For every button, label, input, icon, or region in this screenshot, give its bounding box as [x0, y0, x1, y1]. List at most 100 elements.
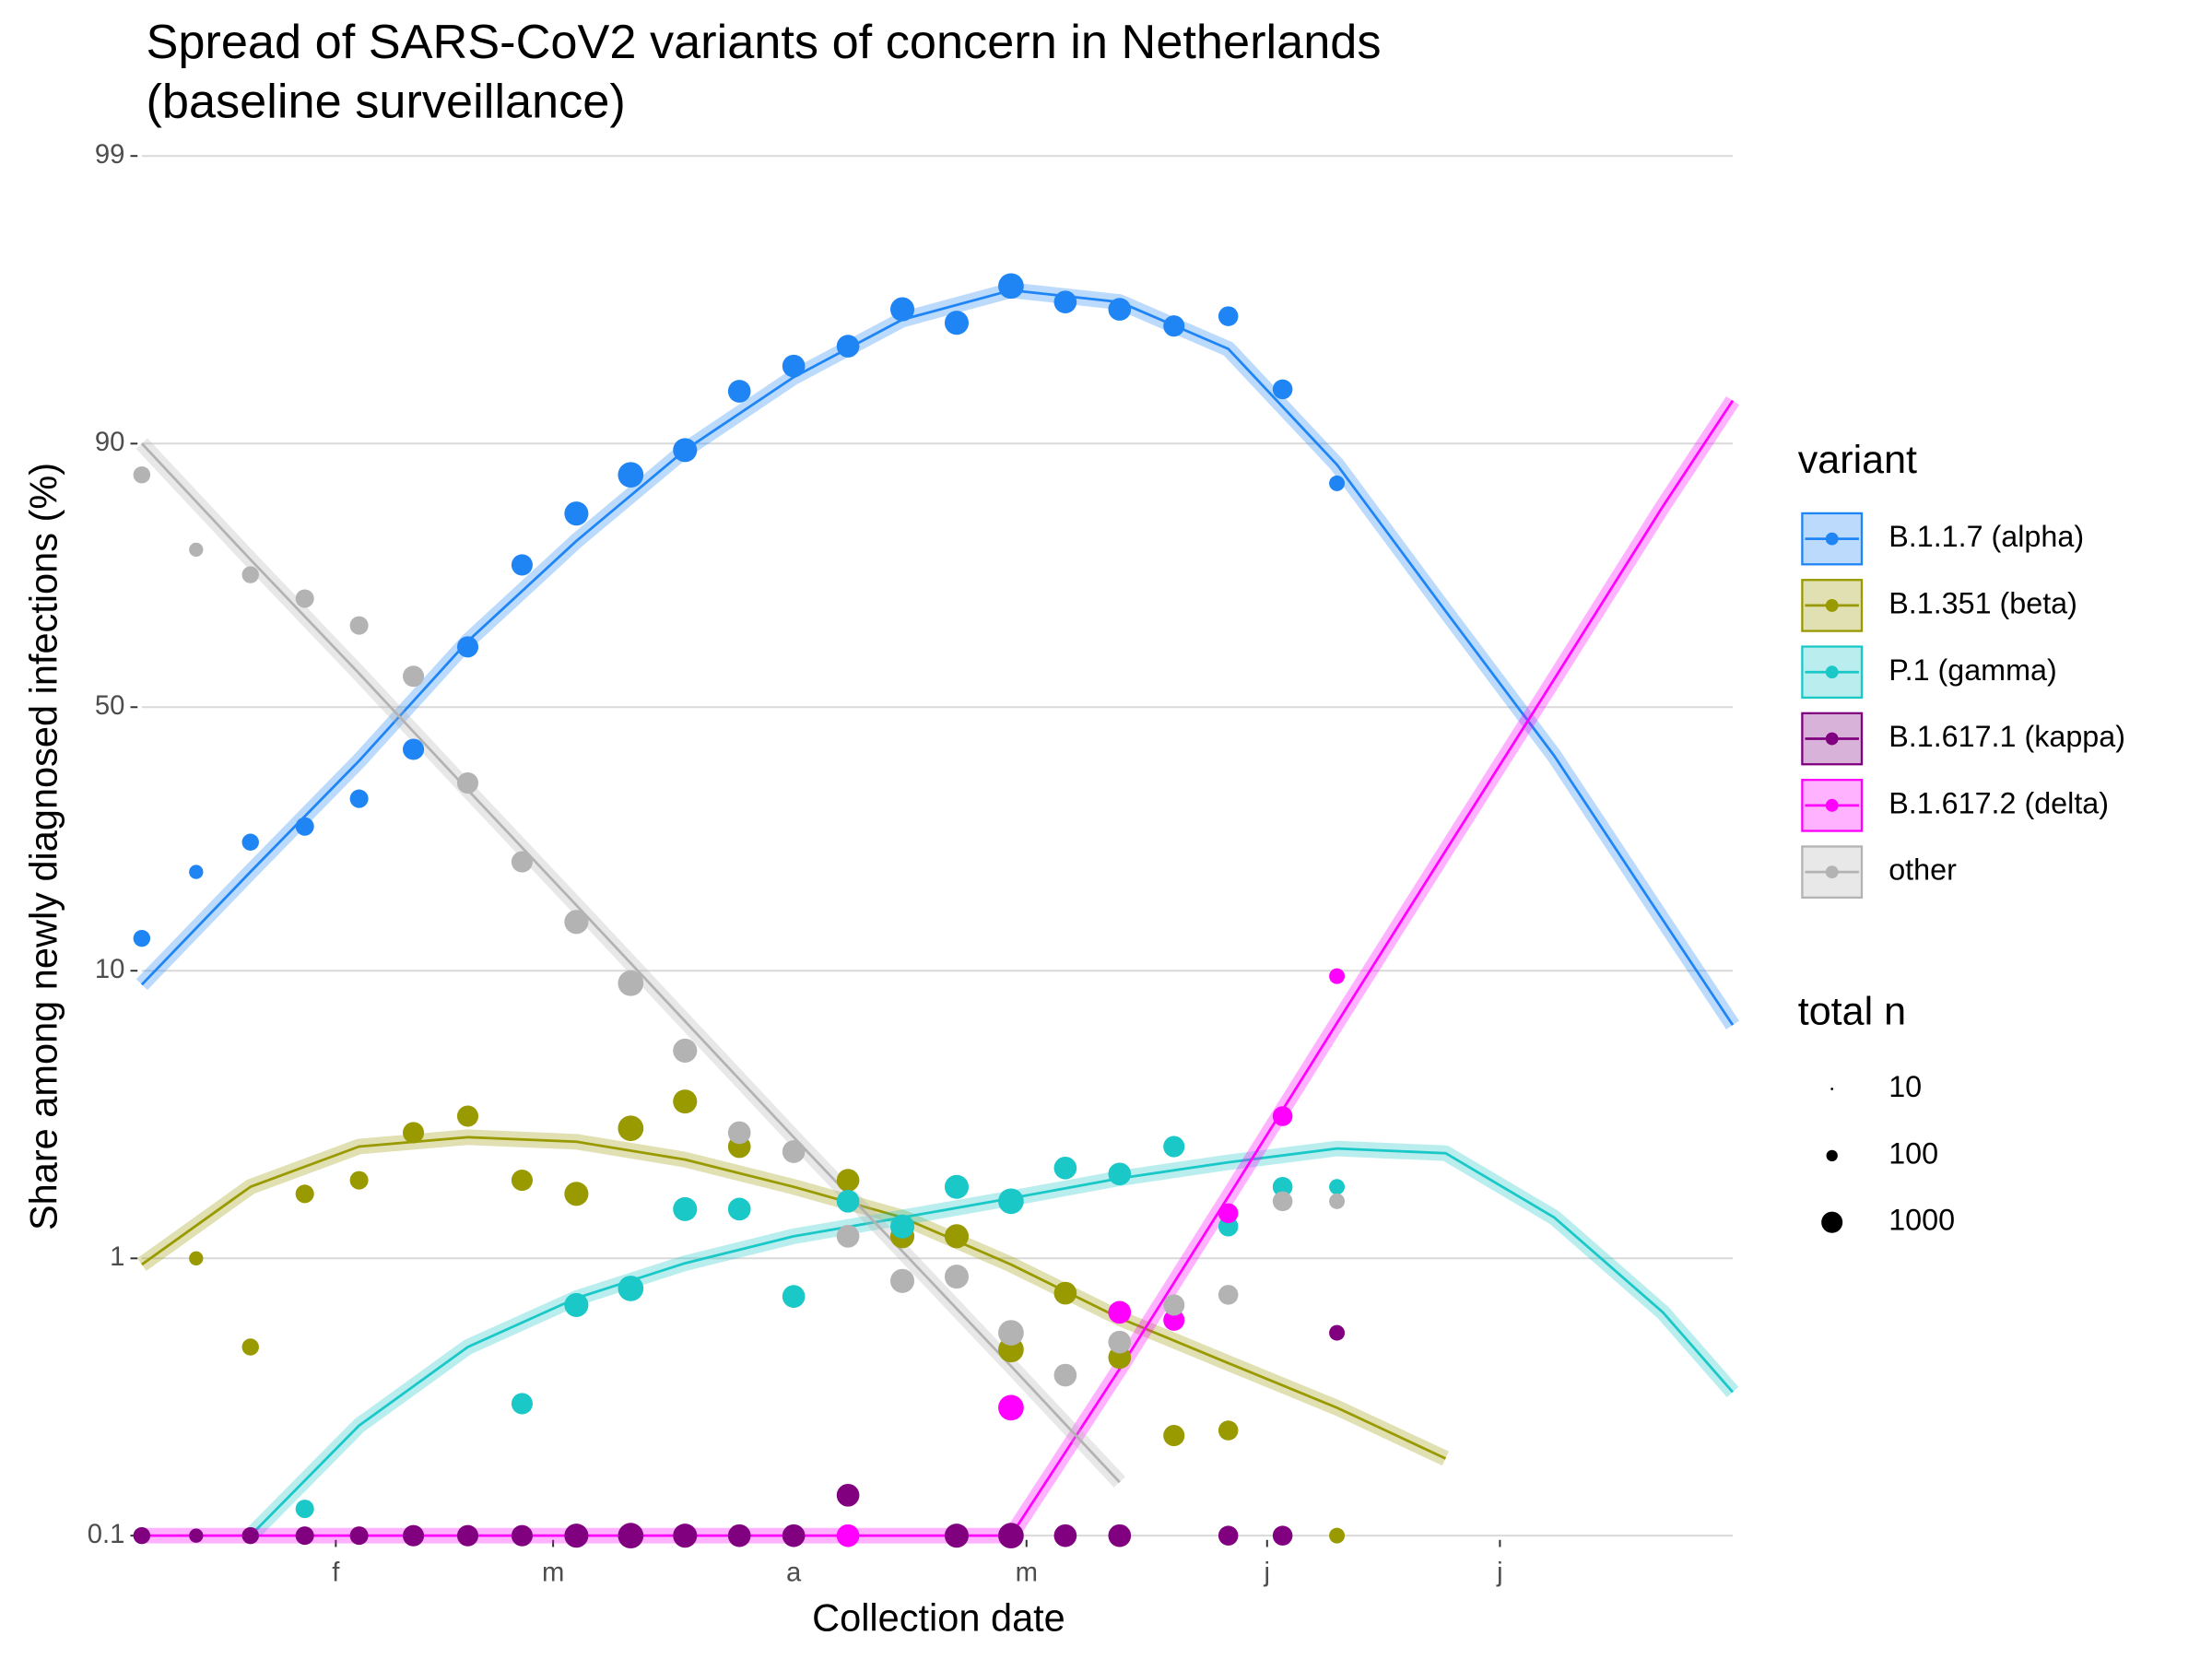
data-point	[1218, 1420, 1239, 1441]
data-point	[998, 1320, 1024, 1346]
y-tick-label: 0.1	[88, 1520, 125, 1549]
data-point	[727, 1524, 751, 1547]
data-point	[1329, 1324, 1346, 1341]
data-point	[1218, 1285, 1239, 1305]
data-point	[1218, 1525, 1239, 1546]
data-point	[295, 1184, 314, 1204]
y-axis-title: Share among newly diagnosed infections (…	[22, 463, 65, 1230]
data-point	[618, 970, 644, 996]
data-point	[836, 1169, 860, 1192]
data-point	[1329, 1193, 1346, 1209]
y-tick-label: 10	[95, 955, 125, 984]
data-point	[998, 1188, 1024, 1215]
data-point	[189, 1251, 204, 1265]
data-point	[998, 273, 1024, 300]
data-point	[836, 1524, 860, 1547]
data-point	[564, 1292, 589, 1317]
data-point	[618, 1523, 644, 1549]
data-point	[564, 501, 589, 526]
x-axis-title: Collection date	[812, 1595, 1065, 1639]
data-point	[1108, 1330, 1132, 1354]
data-point	[456, 1105, 479, 1127]
data-point	[998, 1523, 1024, 1549]
data-point	[673, 1089, 698, 1114]
size-legend-dot	[1821, 1211, 1843, 1233]
x-tick-label: j	[1264, 1558, 1271, 1587]
data-point	[727, 380, 751, 403]
data-point	[403, 665, 425, 688]
size-legend-dot	[1826, 1149, 1838, 1161]
legend-label: other	[1888, 853, 1957, 887]
data-point	[944, 1174, 970, 1199]
size-legend-dot	[1830, 1088, 1834, 1090]
legend-label: B.1.617.1 (kappa)	[1888, 720, 2125, 753]
data-point	[998, 1394, 1024, 1421]
x-tick-label: j	[1496, 1558, 1503, 1587]
data-point	[1163, 1309, 1185, 1331]
data-point	[1329, 1179, 1346, 1195]
data-point	[782, 354, 806, 378]
data-point	[1108, 1162, 1132, 1186]
points	[133, 273, 1346, 1549]
data-point	[349, 789, 369, 808]
data-point	[349, 1171, 369, 1190]
data-point	[618, 1115, 644, 1142]
data-point	[241, 1338, 259, 1356]
data-point	[456, 1524, 479, 1547]
legend: B.1.1.7 (alpha) B.1.351 (beta) P.1 (gamma)…	[1801, 512, 2125, 1237]
data-point	[889, 1268, 915, 1293]
data-point	[1272, 379, 1293, 400]
data-point	[295, 1500, 314, 1519]
legend-label: B.1.617.2 (delta)	[1888, 786, 2109, 819]
chart-subtitle: (baseline surveillance)	[146, 76, 625, 129]
data-point	[1272, 1176, 1293, 1197]
data-point	[673, 438, 698, 463]
y-tick-label: 99	[95, 140, 125, 170]
data-point	[618, 1276, 644, 1301]
data-point	[241, 566, 259, 583]
data-point	[133, 1526, 151, 1545]
data-point	[782, 1285, 806, 1308]
data-point	[403, 738, 425, 760]
size-legend-label: 10	[1888, 1070, 1922, 1103]
data-point	[1053, 290, 1077, 313]
data-point	[564, 910, 589, 935]
data-point	[836, 335, 860, 358]
data-point	[456, 772, 479, 794]
data-point	[241, 1526, 259, 1545]
data-point	[189, 542, 204, 558]
data-point	[782, 1140, 806, 1163]
y-tick-label: 90	[95, 428, 125, 457]
fit-line	[141, 1135, 1447, 1460]
x-tick-label: f	[332, 1558, 340, 1587]
data-point	[673, 1196, 698, 1221]
data-point	[349, 1526, 369, 1546]
data-point	[673, 1524, 698, 1548]
data-point	[618, 462, 644, 488]
data-point	[1108, 1300, 1132, 1324]
y-tick-label: 50	[95, 691, 125, 721]
chart-title: Spread of SARS-CoV2 variants of concern …	[146, 16, 1381, 69]
size-legend-title: total n	[1798, 989, 1906, 1033]
fit-line	[140, 288, 1735, 1026]
x-tick-label: m	[1016, 1558, 1038, 1587]
data-point	[564, 1524, 589, 1548]
data-point	[511, 554, 533, 576]
data-point	[1053, 1363, 1077, 1387]
data-point	[1272, 1525, 1293, 1546]
data-point	[403, 1122, 425, 1144]
data-point	[1163, 1135, 1185, 1158]
data-point	[782, 1524, 806, 1547]
data-point	[889, 1214, 915, 1239]
legend-key-dot	[1825, 532, 1839, 546]
data-point	[1053, 1524, 1077, 1547]
data-point	[727, 1121, 751, 1145]
data-point	[511, 1393, 533, 1415]
fit-line	[140, 442, 1121, 1484]
legend-title: variant	[1798, 438, 1917, 482]
data-point	[889, 297, 915, 322]
data-point	[944, 1265, 970, 1289]
data-point	[836, 1190, 860, 1213]
data-point	[1272, 1191, 1293, 1212]
